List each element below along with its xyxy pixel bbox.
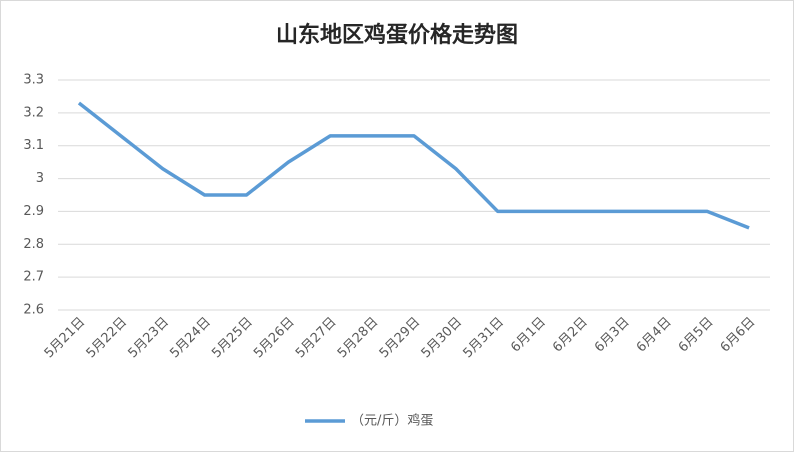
y-tick-label: 2.9 bbox=[23, 204, 44, 219]
y-tick-label: 3.2 bbox=[23, 105, 44, 120]
y-tick-label: 3.1 bbox=[23, 138, 44, 153]
y-tick-label: 3.3 bbox=[23, 73, 44, 88]
y-tick-label: 2.7 bbox=[23, 270, 44, 285]
y-tick-label: 2.6 bbox=[23, 303, 44, 318]
chart-title: 山东地区鸡蛋价格走势图 bbox=[276, 22, 518, 48]
y-tick-label: 3 bbox=[36, 171, 44, 186]
data-line bbox=[77, 101, 750, 230]
legend-label: （元/斤）鸡蛋 bbox=[351, 413, 433, 429]
y-tick-label: 2.8 bbox=[23, 237, 44, 252]
